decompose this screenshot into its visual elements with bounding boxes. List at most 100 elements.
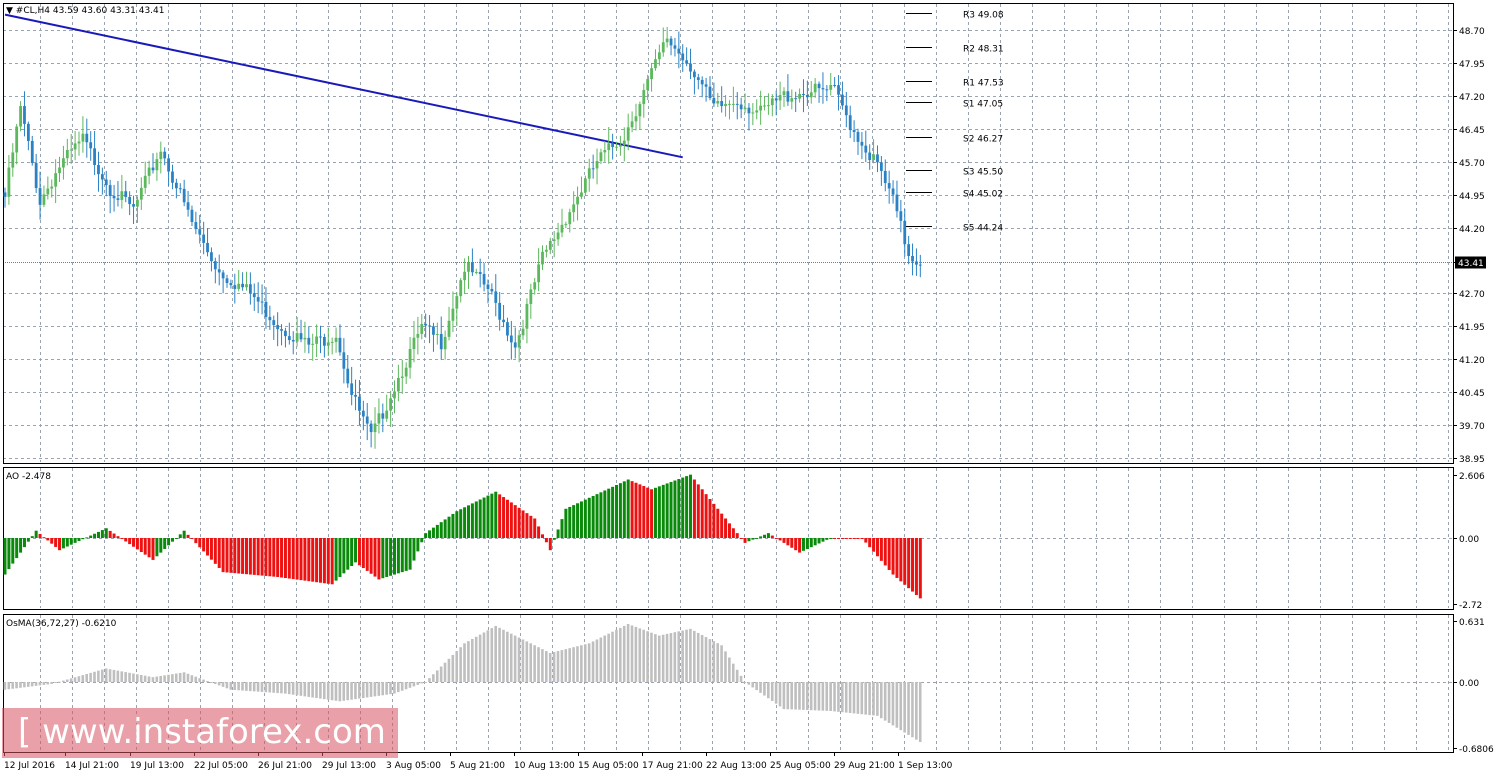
candle-body: [447, 320, 451, 337]
ao-bar: [646, 487, 650, 538]
candle-body: [696, 77, 700, 80]
osma-bar: [354, 682, 357, 700]
candle-body: [583, 178, 587, 193]
ao-bar: [864, 538, 868, 543]
osma-bar: [151, 677, 155, 682]
ao-bar: [685, 476, 689, 538]
candle-body: [482, 273, 486, 285]
candle-body: [724, 103, 727, 107]
ao-bar: [463, 507, 467, 538]
ao-bar: [751, 538, 755, 540]
candle-body: [393, 391, 396, 399]
ao-bar: [903, 538, 907, 585]
time-label: 22 Jul 05:00: [194, 761, 248, 771]
candle-body: [673, 45, 677, 49]
axis-label: 38.95: [1459, 455, 1485, 465]
candle-body: [443, 336, 447, 350]
candle-body: [15, 126, 19, 153]
candle-body: [190, 209, 194, 223]
ao-bar: [128, 538, 132, 545]
ao-bar: [568, 506, 572, 538]
candle-body: [813, 83, 817, 93]
ao-bar: [611, 486, 615, 538]
osma-bar: [248, 682, 252, 692]
trendline[interactable]: [4, 13, 683, 159]
ao-bar: [34, 530, 38, 538]
ao-bar: [502, 497, 506, 538]
candle-body: [556, 232, 560, 240]
ao-bar: [537, 526, 541, 538]
axis-label: 0.631: [1459, 618, 1485, 628]
ao-bar: [229, 538, 233, 573]
ao-bar: [801, 538, 805, 551]
candle-body: [116, 198, 120, 200]
osma-bar: [650, 632, 653, 682]
ao-bar: [638, 484, 642, 538]
candle-body: [264, 301, 268, 317]
osma-bar: [716, 643, 719, 682]
candle-body: [322, 337, 326, 346]
time-label: 12 Jul 2016: [4, 761, 55, 771]
candle-body: [104, 179, 108, 186]
candle-body: [841, 94, 844, 106]
ao-bar: [770, 535, 774, 538]
candle-body: [54, 173, 58, 187]
osma-bar: [778, 682, 782, 707]
osma-bar: [794, 682, 797, 710]
osma-bar: [642, 629, 645, 682]
candle-body: [159, 151, 163, 160]
candle-body: [241, 283, 244, 288]
osma-label: OsMA(36,72,27) -0.6210: [6, 619, 117, 629]
ao-bar: [615, 485, 619, 538]
ao-bar: [914, 538, 918, 595]
axis-label: 39.70: [1459, 422, 1485, 432]
ao-bar: [186, 534, 190, 538]
candle-body: [759, 105, 763, 111]
osma-bar: [786, 682, 790, 710]
candle-body: [34, 163, 38, 189]
osma-bar: [583, 644, 587, 682]
candle-body: [693, 71, 696, 78]
osma-bar: [864, 682, 867, 715]
osma-bar: [412, 682, 416, 687]
candle-body: [743, 107, 747, 110]
ao-bar: [42, 537, 46, 539]
osma-bar: [268, 682, 272, 693]
ao-bar: [373, 538, 377, 577]
ao-bar: [381, 538, 385, 579]
candle-body: [794, 98, 798, 100]
ao-bar: [26, 538, 30, 542]
ao-bar: [346, 538, 350, 570]
ao-bar: [104, 528, 108, 538]
ao-bar: [385, 538, 389, 577]
panel-frames: [3, 3, 1454, 753]
candle-body: [65, 149, 69, 159]
osma-bar: [330, 682, 334, 701]
osma-bar: [198, 678, 201, 682]
osma-bar: [338, 682, 342, 702]
osma-bar: [471, 638, 474, 682]
osma-bar: [3, 682, 7, 690]
candle-body: [315, 336, 318, 344]
candle-body: [248, 284, 252, 294]
osma-bar: [284, 682, 287, 694]
candle-body: [120, 191, 124, 200]
symbol-label[interactable]: ▼ #CL,H4 43.59 43.60 43.31 43.41: [6, 6, 164, 16]
candle-body: [798, 93, 801, 99]
osma-bar: [591, 641, 595, 682]
osma-bar: [97, 670, 100, 682]
ao-bar: [813, 538, 817, 546]
candle-body: [455, 296, 459, 309]
axis-label: 46.45: [1459, 126, 1485, 136]
osma-bar: [132, 673, 135, 682]
ao-bar: [474, 501, 478, 538]
ao-bar: [708, 499, 712, 538]
ao-bar: [825, 538, 829, 540]
candle-body: [182, 188, 186, 203]
ao-bar: [521, 510, 525, 538]
osma-bar: [280, 682, 283, 694]
ao-bar: [307, 538, 311, 582]
ao-bar: [77, 538, 81, 542]
ao-bar: [513, 505, 517, 538]
osma-bar: [7, 682, 11, 690]
